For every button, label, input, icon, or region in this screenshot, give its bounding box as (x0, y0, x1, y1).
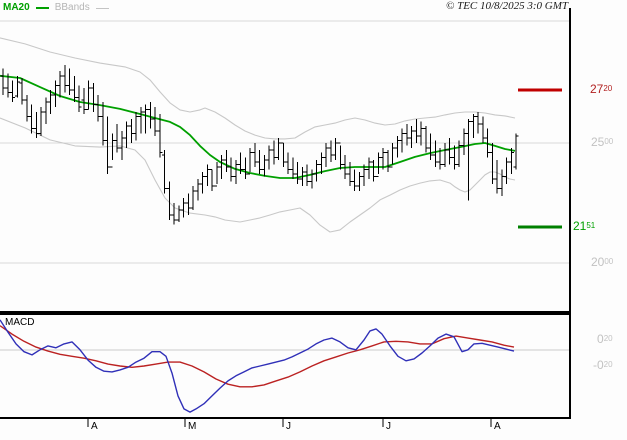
copyright-text: © TEC 10/8/2025 3:0 GMT (445, 0, 568, 12)
ma20-legend-swatch (35, 7, 49, 9)
month-tick-label: J (286, 421, 291, 432)
support-level-label: 2151 (573, 218, 596, 233)
price-gridline-label: 2500 (591, 135, 614, 149)
price-gridline-label: 2000 (591, 255, 614, 269)
month-tick-label: M (188, 421, 197, 432)
legend: MA20 BBands (3, 2, 109, 14)
month-tick-label: A (91, 421, 98, 432)
macd-panel-label: MACD (5, 317, 35, 328)
bbands-legend-label: BBands (54, 2, 90, 13)
macd-scale-label: 020 (597, 332, 613, 346)
resistance-level-label: 2720 (590, 82, 613, 97)
bbands-legend-swatch (95, 7, 109, 9)
macd-scale-label: -020 (593, 358, 613, 372)
month-tick-label: A (494, 421, 501, 432)
ma20-legend-label: MA20 (3, 2, 30, 13)
month-tick-label: J (386, 421, 391, 432)
